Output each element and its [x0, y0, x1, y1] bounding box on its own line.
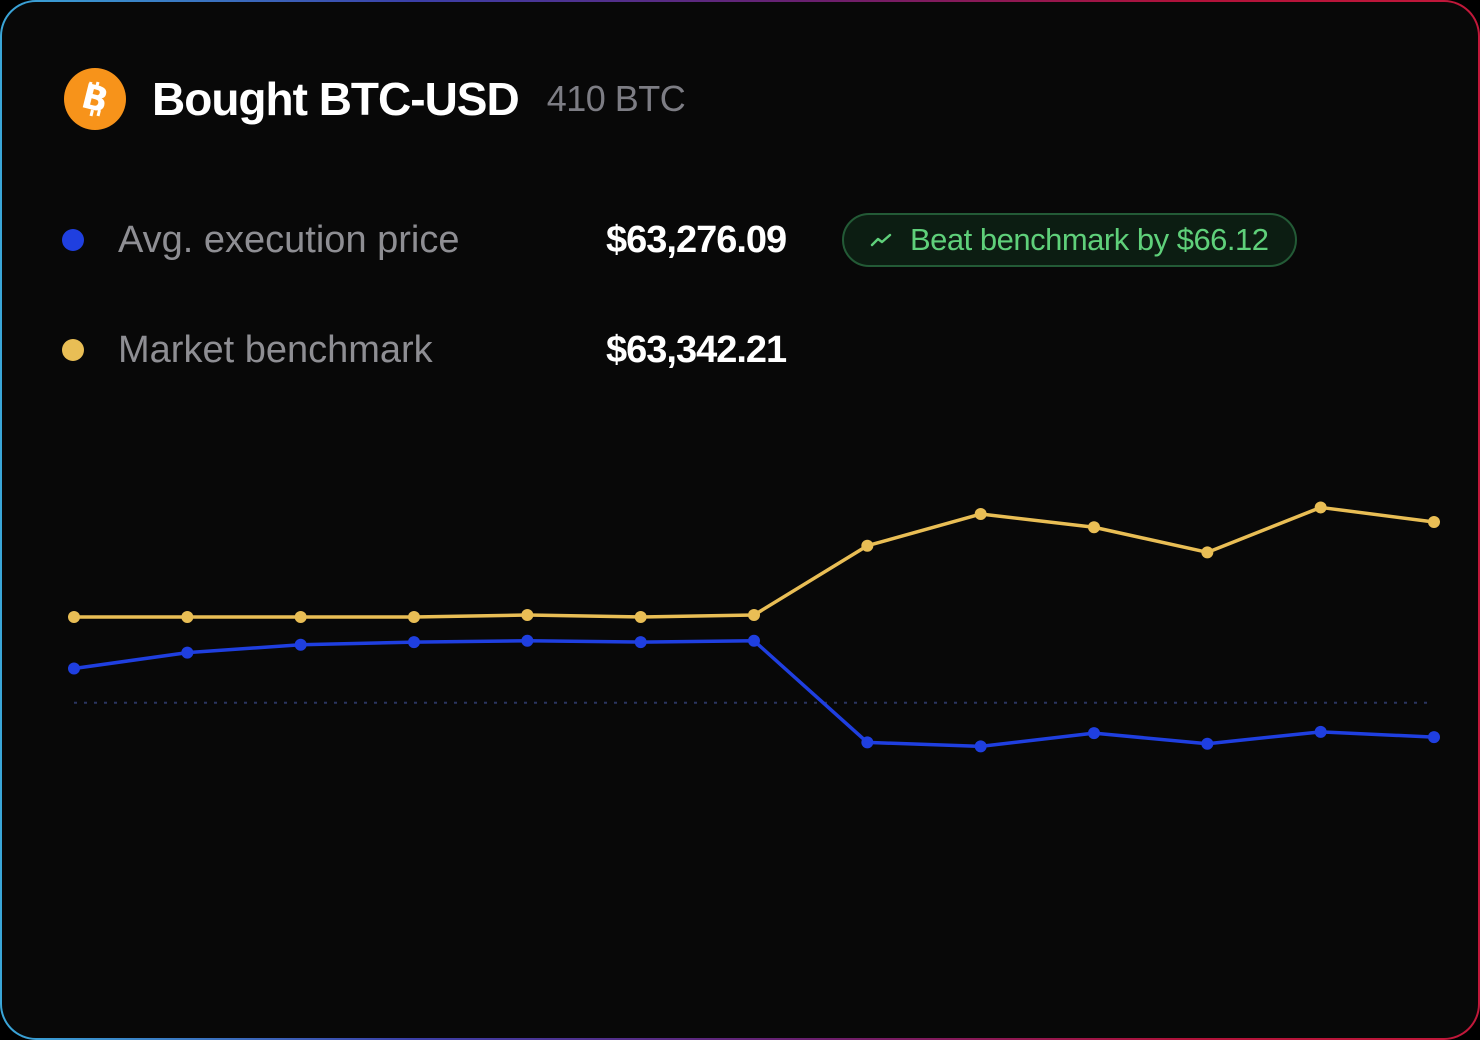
legend-execution-price: Avg. execution price $63,276.09 Beat ben…	[62, 212, 1297, 268]
benchmark-badge: Beat benchmark by $66.12	[842, 213, 1297, 267]
data-point-0-8[interactable]	[974, 508, 987, 521]
data-point-0-0[interactable]	[68, 611, 80, 623]
data-point-1-4[interactable]	[521, 634, 534, 647]
data-point-0-11[interactable]	[1314, 501, 1327, 514]
execution-series-dot	[62, 229, 84, 251]
data-point-0-12[interactable]	[1428, 515, 1440, 528]
page-title: Bought BTC-USD	[152, 73, 520, 125]
data-point-0-4[interactable]	[521, 609, 534, 622]
legend-market-benchmark: Market benchmark $63,342.21	[62, 322, 842, 378]
data-point-0-6[interactable]	[748, 609, 760, 622]
quantity-label: 410 BTC	[546, 78, 686, 119]
data-point-1-12[interactable]	[1428, 731, 1440, 744]
data-point-0-3[interactable]	[408, 611, 420, 623]
data-point-0-5[interactable]	[634, 611, 647, 623]
data-point-0-10[interactable]	[1201, 546, 1214, 559]
series-line-0	[74, 505, 1435, 619]
data-point-0-9[interactable]	[1088, 521, 1100, 534]
benchmark-badge-text: Beat benchmark by $66.12	[910, 222, 1269, 257]
data-point-0-7[interactable]	[861, 539, 874, 552]
series-line-1	[73, 639, 1435, 749]
card-header: B Bought BTC-USD 410 BTC	[64, 68, 686, 130]
data-point-1-7[interactable]	[861, 736, 874, 749]
benchmark-series-dot	[62, 339, 84, 361]
execution-price-label: Avg. execution price	[118, 218, 460, 261]
trending-up-icon	[870, 232, 894, 248]
data-point-0-1[interactable]	[181, 611, 194, 623]
data-point-0-2[interactable]	[294, 611, 307, 623]
execution-price-value: $63,276.09	[606, 218, 787, 261]
data-point-1-3[interactable]	[408, 636, 420, 649]
bitcoin-icon: B	[64, 68, 126, 130]
data-point-1-5[interactable]	[634, 636, 647, 649]
data-point-1-11[interactable]	[1314, 725, 1327, 738]
market-benchmark-value: $63,342.21	[606, 328, 787, 371]
market-benchmark-label: Market benchmark	[118, 328, 433, 371]
data-point-1-10[interactable]	[1201, 737, 1214, 750]
data-point-1-9[interactable]	[1088, 727, 1100, 740]
data-point-1-8[interactable]	[974, 740, 987, 753]
data-point-1-1[interactable]	[181, 646, 194, 659]
data-point-1-0[interactable]	[68, 662, 80, 675]
data-point-1-6[interactable]	[748, 634, 760, 647]
data-point-1-2[interactable]	[294, 638, 307, 651]
